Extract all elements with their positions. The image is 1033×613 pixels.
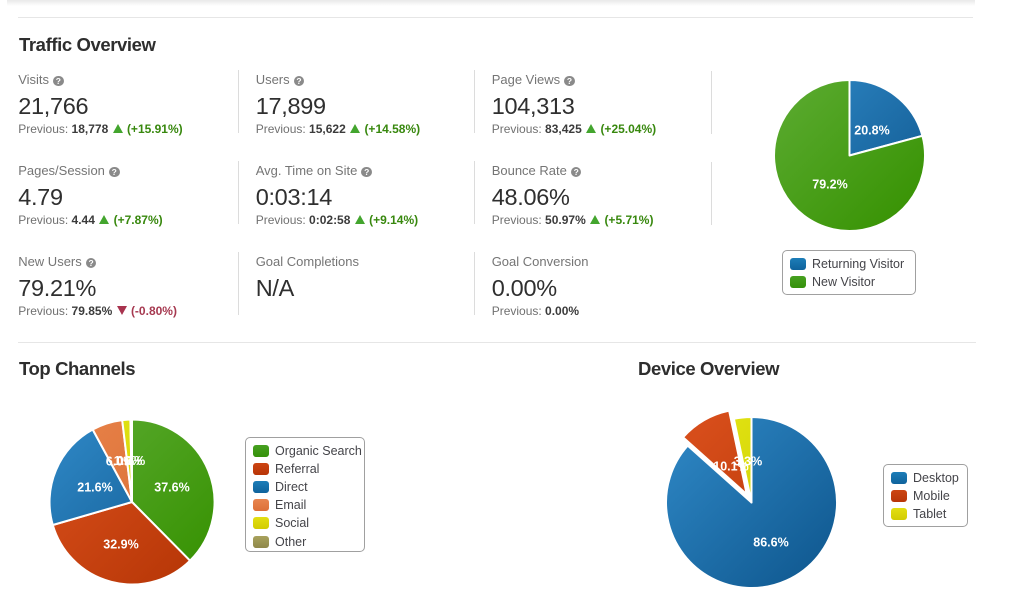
svg-text:3.3%: 3.3% xyxy=(734,455,763,469)
svg-text:6.0%: 6.0% xyxy=(106,455,135,469)
svg-text:86.6%: 86.6% xyxy=(753,536,788,550)
svg-text:32.9%: 32.9% xyxy=(103,538,138,552)
svg-text:0.3%: 0.3% xyxy=(117,454,146,468)
svg-text:37.6%: 37.6% xyxy=(154,481,189,495)
svg-text:79.2%: 79.2% xyxy=(812,178,847,192)
svg-text:21.6%: 21.6% xyxy=(77,481,112,495)
svg-text:1.6%: 1.6% xyxy=(114,454,143,468)
svg-text:10.1%: 10.1% xyxy=(713,460,748,474)
svg-text:20.8%: 20.8% xyxy=(854,124,889,138)
